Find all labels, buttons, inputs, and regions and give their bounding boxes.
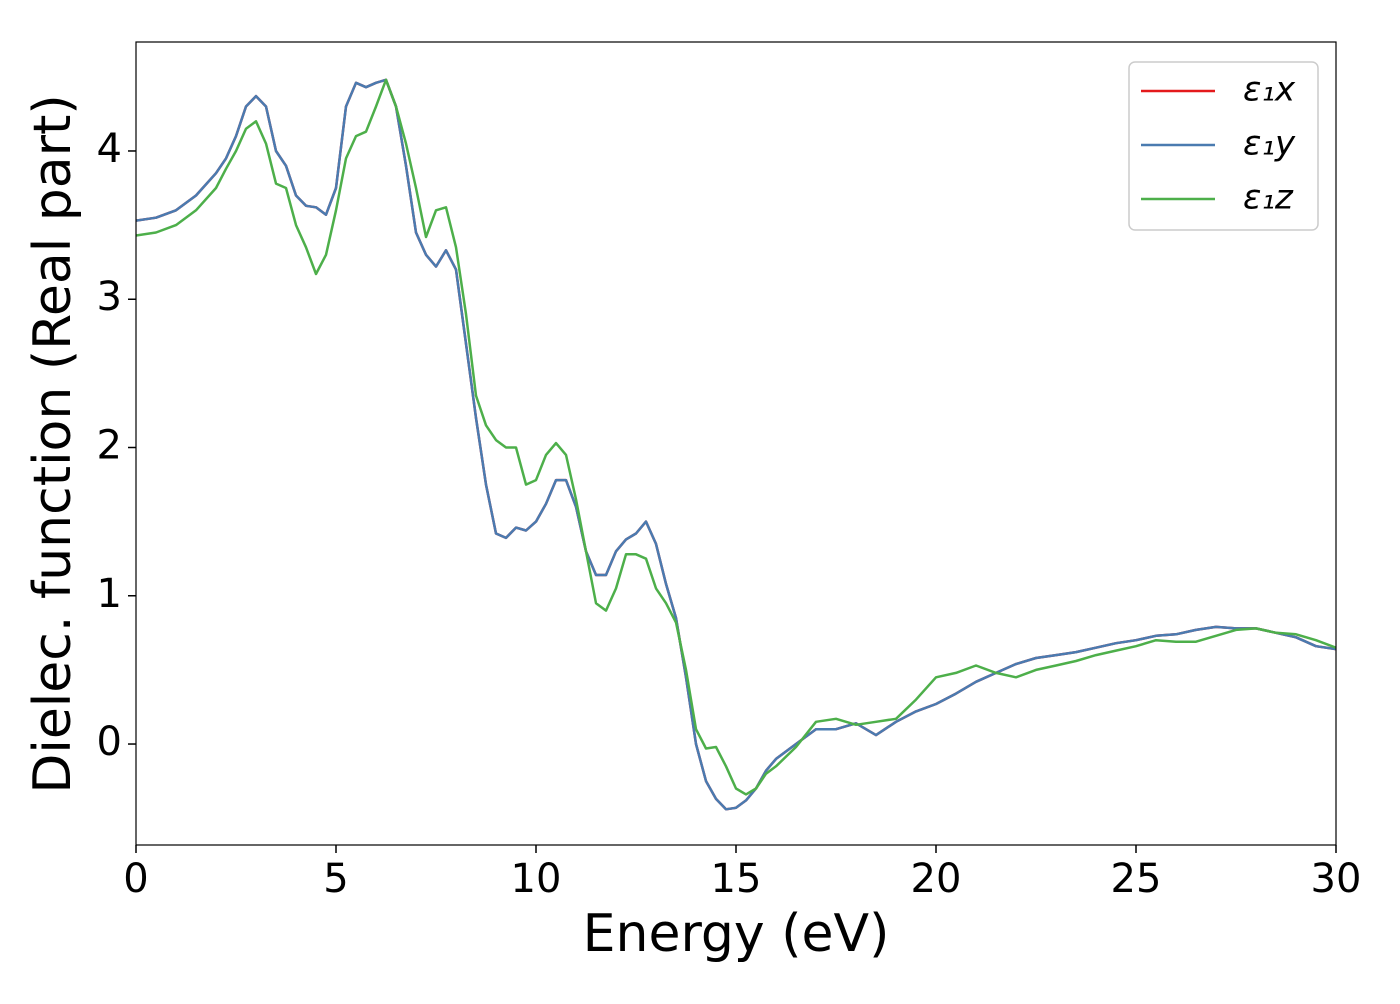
- legend-label: ε₁z: [1243, 178, 1294, 218]
- y-tick-label: 2: [97, 423, 122, 469]
- series-line: [136, 78, 1336, 796]
- legend-label: ε₁y: [1243, 124, 1296, 164]
- x-tick-label: 30: [1311, 856, 1362, 902]
- series-line: [136, 78, 1336, 811]
- y-tick-label: 4: [97, 126, 122, 172]
- x-tick-label: 0: [123, 856, 148, 902]
- y-axis-label: Dielec. function (Real part): [23, 94, 83, 793]
- x-tick-label: 15: [711, 856, 762, 902]
- plot-frame: [135, 41, 1337, 846]
- x-tick-label: 20: [911, 856, 962, 902]
- x-tick-label: 5: [323, 856, 348, 902]
- y-tick-label: 3: [97, 274, 122, 320]
- legend-label: ε₁x: [1243, 70, 1296, 110]
- legend-box: [1128, 61, 1319, 231]
- y-tick-label: 0: [97, 719, 122, 765]
- y-tick-label: 1: [97, 571, 122, 617]
- x-tick-label: 25: [1111, 856, 1162, 902]
- x-tick-label: 10: [511, 856, 562, 902]
- x-axis-label: Energy (eV): [583, 904, 890, 964]
